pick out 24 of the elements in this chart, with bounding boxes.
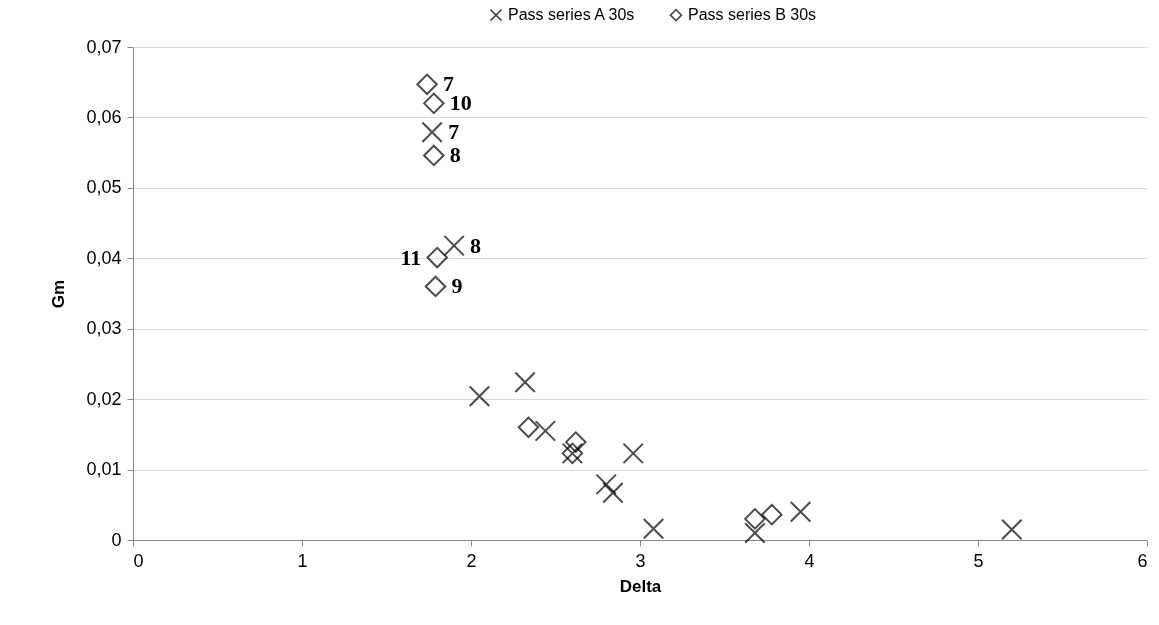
y-tick-label: 0,04: [86, 247, 122, 268]
y-tick-label: 0: [111, 529, 122, 550]
y-tick-label: 0,06: [86, 106, 122, 127]
y-tick-label: 0,05: [86, 177, 122, 198]
y-tick-label: 0,07: [86, 36, 122, 57]
annotation: 9: [451, 273, 463, 299]
legend-label: Pass series B 30s: [688, 6, 817, 24]
annotation: 8: [449, 142, 461, 168]
y-axis-title: Gm: [49, 279, 69, 309]
annotation: 7: [448, 119, 460, 145]
y-tick-label: 0,03: [86, 318, 122, 339]
x-tick-label: 1: [297, 550, 308, 571]
x-tick-label: 3: [635, 550, 646, 571]
x-tick-label: 5: [973, 550, 984, 571]
annotation: 8: [470, 232, 482, 258]
y-tick-label: 0,02: [86, 388, 122, 409]
legend-label: Pass series A 30s: [508, 6, 635, 24]
x-tick-label: 6: [1137, 550, 1148, 571]
annotation: 11: [400, 244, 422, 270]
y-tick-label: 0,01: [86, 459, 122, 480]
x-tick-label: 4: [804, 550, 815, 571]
x-axis-title: Delta: [619, 576, 662, 596]
x-tick-label: 0: [133, 550, 144, 571]
x-tick-label: 2: [466, 550, 477, 571]
